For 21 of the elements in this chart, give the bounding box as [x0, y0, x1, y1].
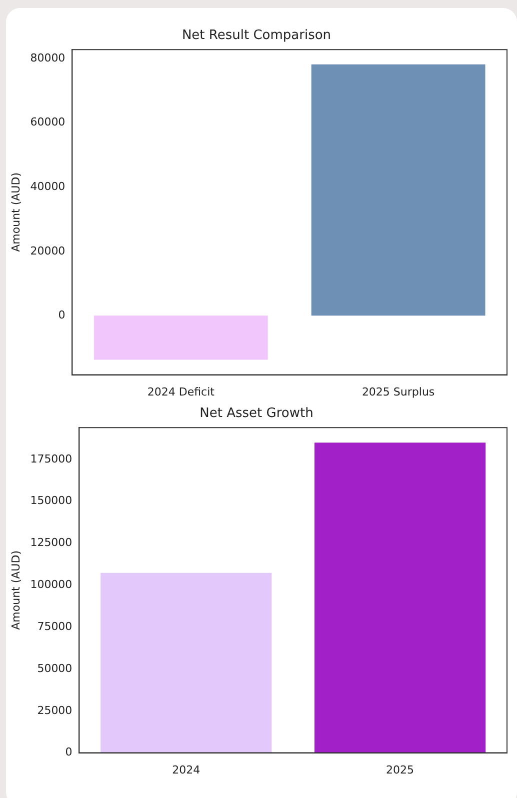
x-tick-label: 2024	[172, 763, 200, 776]
x-tick-label: 2025	[386, 763, 414, 776]
x-tick-label: 2025 Surplus	[362, 385, 435, 398]
y-tick-label: 60000	[30, 116, 66, 129]
y-tick-label: 80000	[30, 51, 66, 64]
y-axis-title: Amount (AUD)	[9, 172, 22, 252]
chart-title: Net Asset Growth	[200, 406, 314, 422]
y-tick-label: 125000	[30, 536, 72, 550]
y-tick-label: 50000	[37, 662, 72, 675]
y-tick-label: 20000	[30, 244, 66, 258]
y-tick-label: 75000	[37, 620, 72, 633]
y-tick-label: 0	[65, 746, 72, 759]
y-tick-label: 150000	[30, 494, 72, 508]
y-tick-label: 0	[58, 308, 66, 322]
chart-title: Net Result Comparison	[182, 28, 332, 44]
y-tick-label: 25000	[37, 704, 72, 717]
y-tick-label: 40000	[30, 180, 66, 193]
y-axis-title: Amount (AUD)	[9, 550, 22, 630]
x-tick-label: 2024 Deficit	[147, 385, 216, 398]
y-tick-label: 175000	[30, 452, 72, 466]
y-tick-label: 100000	[30, 578, 72, 592]
